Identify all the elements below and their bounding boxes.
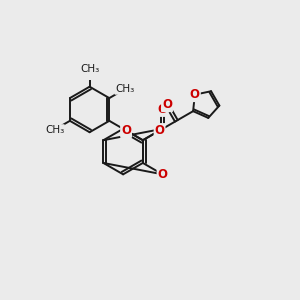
Text: O: O: [121, 124, 131, 137]
Text: CH₃: CH₃: [80, 64, 99, 74]
Text: CH₃: CH₃: [115, 84, 134, 94]
Text: CH₃: CH₃: [45, 125, 64, 135]
Text: O: O: [154, 124, 165, 137]
Text: O: O: [158, 103, 168, 116]
Text: O: O: [158, 168, 168, 181]
Text: O: O: [190, 88, 200, 101]
Text: O: O: [162, 98, 172, 111]
